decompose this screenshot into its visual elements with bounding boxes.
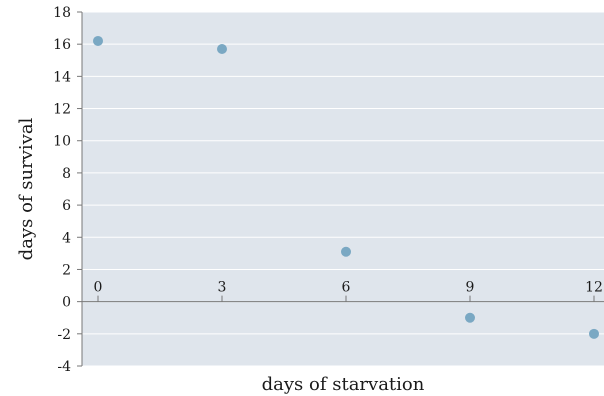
axes [77, 11, 604, 367]
y-tick-label: 18 [53, 5, 71, 21]
y-tick-label: 16 [53, 37, 71, 53]
data-point [589, 328, 599, 339]
data-point [217, 44, 227, 55]
y-tick-label: 0 [62, 295, 71, 311]
x-tick-label: 12 [585, 280, 603, 296]
y-tick-label: 4 [62, 230, 71, 246]
data-point [465, 312, 475, 323]
y-tick-label: 6 [62, 198, 71, 214]
x-tick-label: 6 [342, 280, 351, 296]
y-tick-label: 12 [53, 102, 71, 118]
plot-background [82, 12, 604, 366]
y-tick-label: 2 [62, 262, 71, 278]
y-tick-label: 10 [53, 134, 71, 150]
y-tick-label: 8 [62, 166, 71, 182]
data-point [341, 246, 351, 257]
y-axis-title: days of survival [16, 117, 37, 260]
x-tick-label: 0 [94, 280, 103, 296]
x-tick-label: 3 [218, 280, 227, 296]
x-tick-label: 9 [466, 280, 475, 296]
y-tick-label: 14 [53, 69, 71, 85]
tick-labels: -4 -2 0 2 4 6 8 10 12 14 16 18 0 3 6 9 12 [53, 5, 603, 375]
data-points [93, 35, 599, 339]
x-axis-title: days of starvation [262, 374, 425, 395]
data-point [93, 35, 103, 46]
y-tick-label: -2 [57, 327, 71, 343]
y-tick-label: -4 [57, 359, 71, 375]
